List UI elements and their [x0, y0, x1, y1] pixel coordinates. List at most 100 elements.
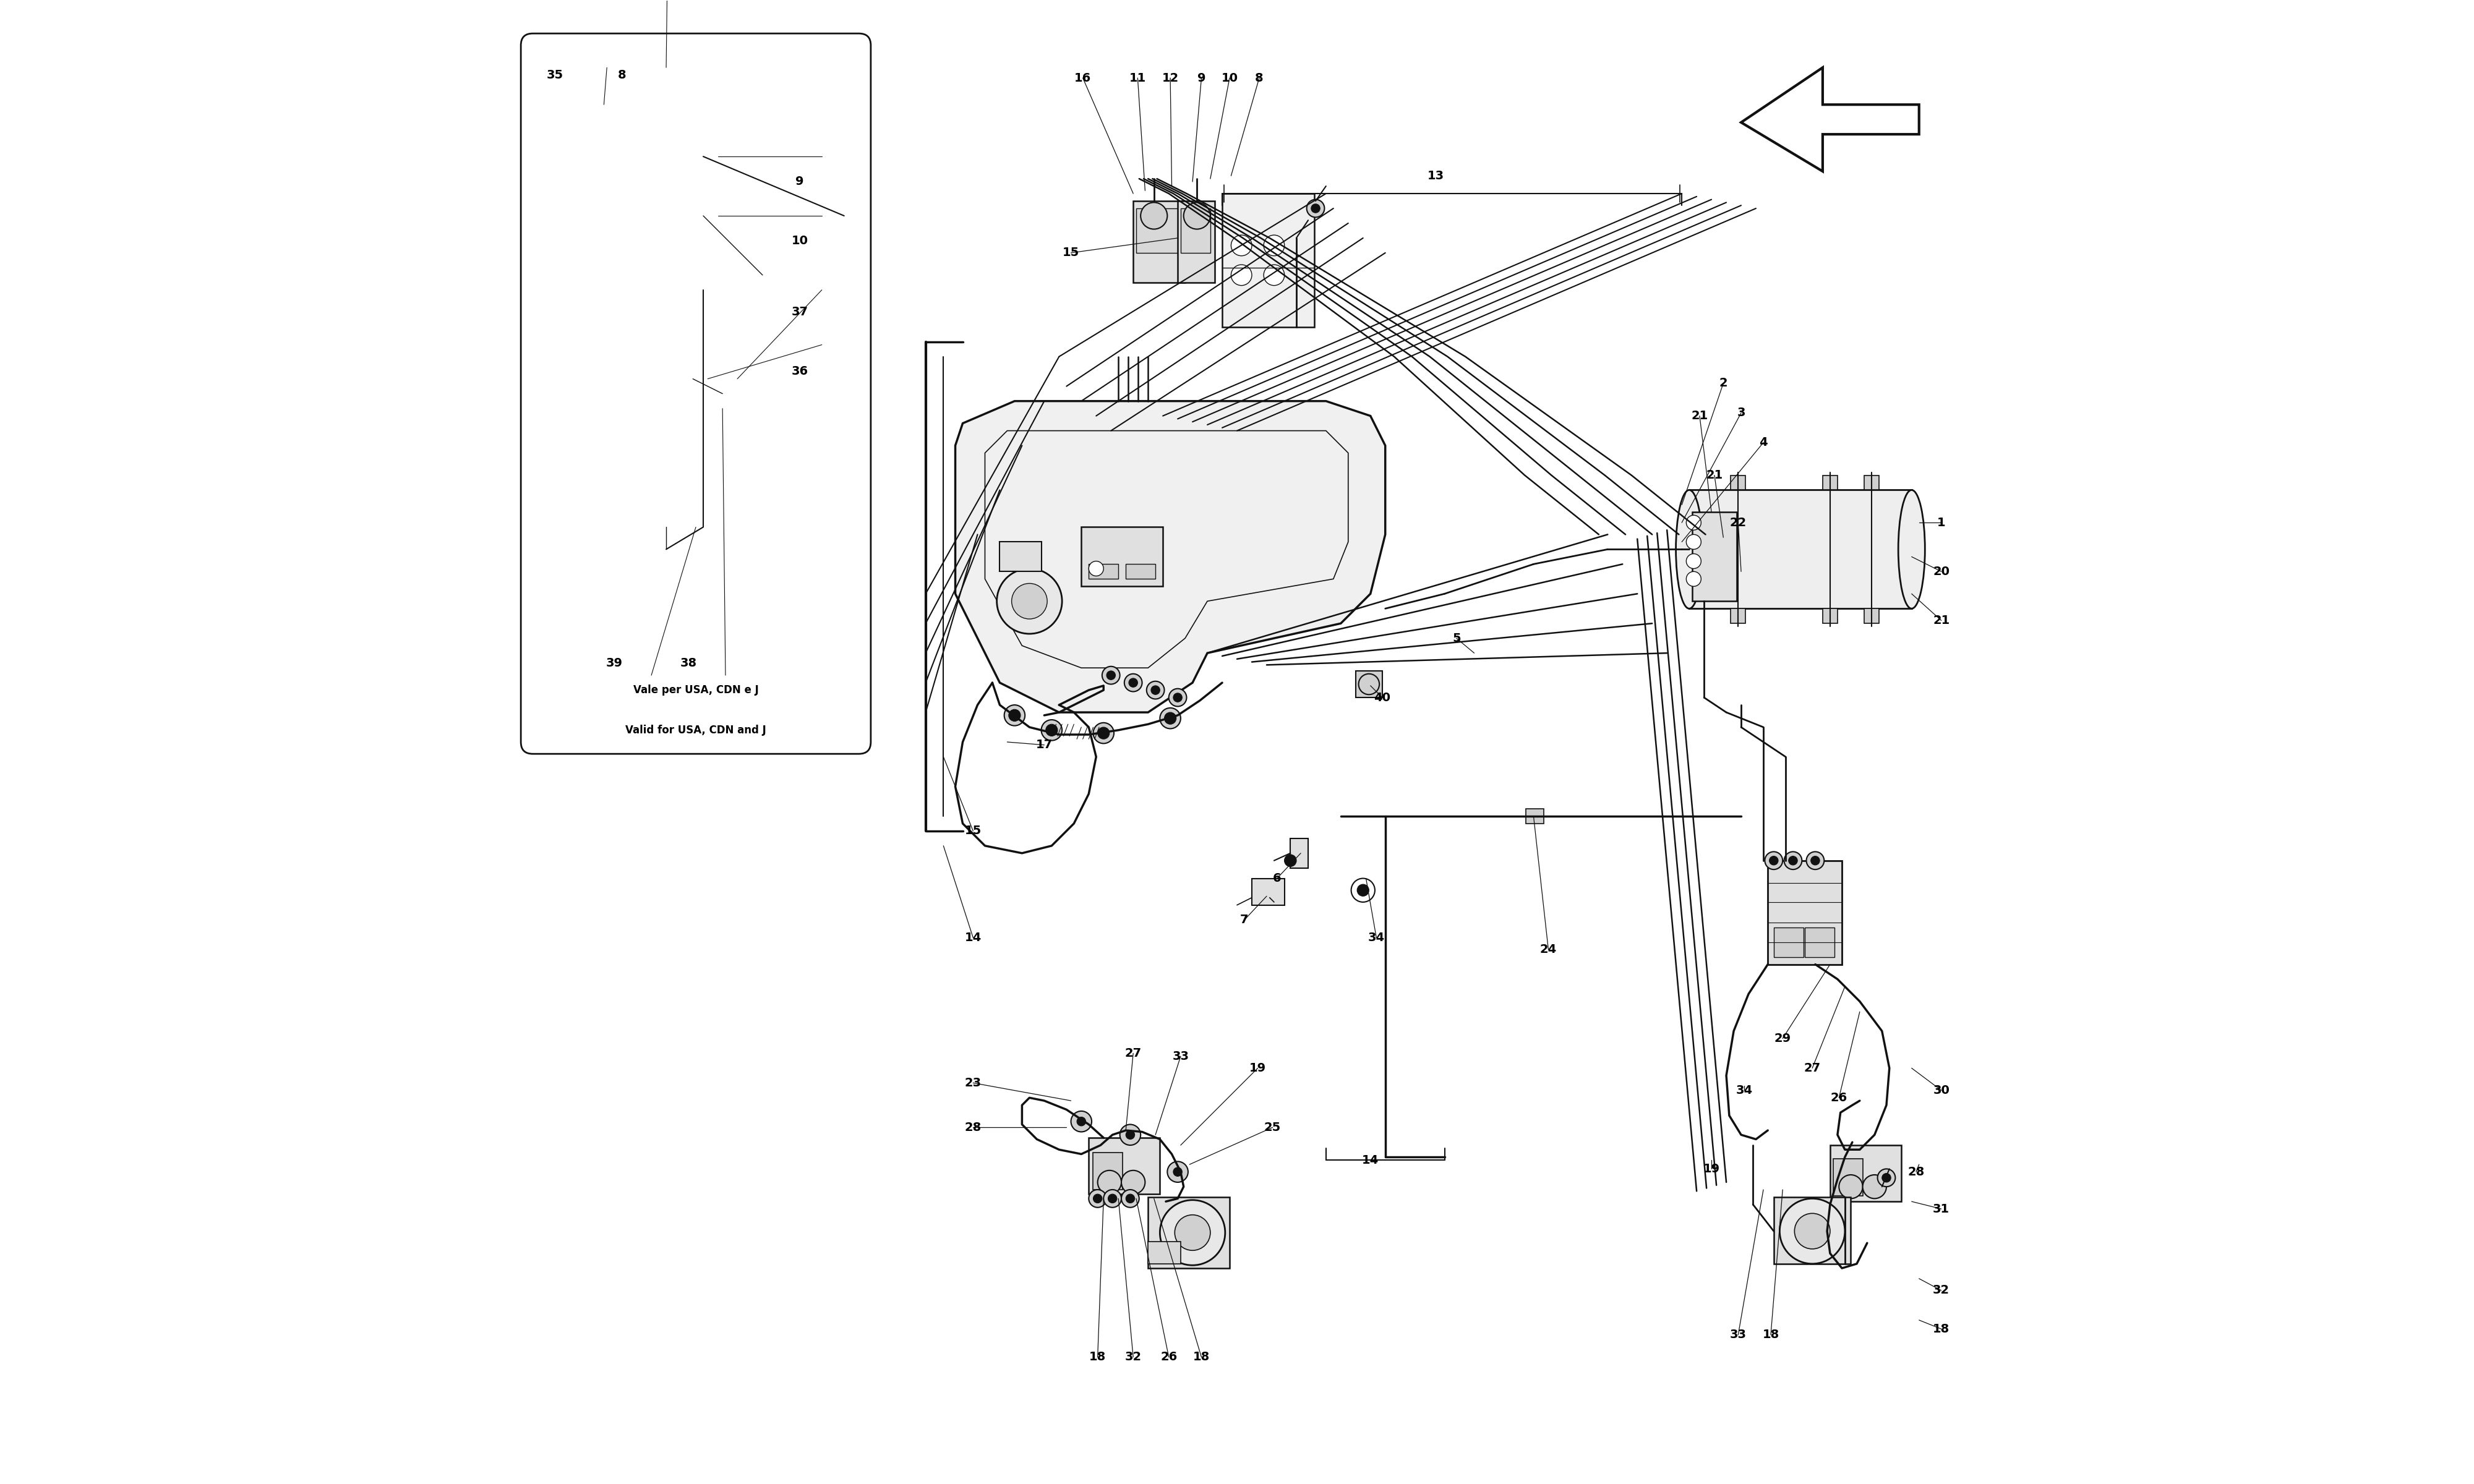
Text: 38: 38 [680, 657, 698, 669]
Circle shape [688, 141, 717, 171]
Circle shape [1284, 855, 1296, 867]
Text: 13: 13 [1427, 169, 1445, 181]
Bar [1690, 490, 1912, 608]
Ellipse shape [1898, 490, 1925, 608]
Text: 7: 7 [1239, 914, 1249, 926]
Text: 18: 18 [1192, 1352, 1210, 1362]
Text: 11: 11 [1128, 73, 1145, 83]
Bar [1526, 809, 1544, 824]
Circle shape [1141, 202, 1168, 229]
Text: 21: 21 [1932, 614, 1950, 626]
FancyBboxPatch shape [522, 34, 871, 754]
Bar [1865, 608, 1878, 623]
Bar [1133, 200, 1185, 282]
Circle shape [1175, 1215, 1210, 1251]
Circle shape [1695, 546, 1714, 567]
Circle shape [1883, 1174, 1890, 1183]
Circle shape [1173, 693, 1183, 702]
Circle shape [1004, 705, 1024, 726]
Bar [1865, 475, 1878, 490]
Circle shape [1145, 681, 1165, 699]
Circle shape [1089, 561, 1103, 576]
Circle shape [1838, 1175, 1863, 1199]
Circle shape [1150, 686, 1160, 695]
Text: 25: 25 [1264, 1122, 1282, 1134]
Bar [1692, 512, 1737, 601]
Circle shape [1764, 852, 1784, 870]
Text: 16: 16 [1074, 73, 1091, 83]
Text: 31: 31 [1932, 1204, 1950, 1215]
Text: 5: 5 [1452, 632, 1460, 644]
Circle shape [1094, 1195, 1101, 1204]
Text: 26: 26 [1831, 1092, 1848, 1104]
Circle shape [1101, 666, 1121, 684]
Bar [1126, 564, 1155, 579]
Text: 35: 35 [547, 70, 564, 80]
Text: 18: 18 [1932, 1324, 1950, 1336]
Circle shape [1700, 574, 1710, 583]
Circle shape [1160, 708, 1180, 729]
Polygon shape [1742, 68, 1920, 171]
Text: 33: 33 [1729, 1330, 1747, 1340]
Bar [1252, 879, 1284, 905]
Circle shape [1863, 1175, 1885, 1199]
Text: 24: 24 [1539, 944, 1556, 956]
Bar [1094, 1153, 1123, 1190]
Text: 18: 18 [1089, 1352, 1106, 1362]
Text: 34: 34 [1737, 1085, 1752, 1097]
Circle shape [1165, 712, 1175, 724]
Circle shape [698, 283, 710, 295]
Circle shape [1173, 1168, 1183, 1177]
Text: 20: 20 [1932, 565, 1950, 577]
Text: 32: 32 [1932, 1285, 1950, 1297]
Polygon shape [606, 104, 688, 549]
Circle shape [1098, 727, 1108, 739]
Circle shape [1009, 709, 1022, 721]
Circle shape [1232, 264, 1252, 285]
Circle shape [564, 286, 584, 307]
Circle shape [1695, 524, 1714, 545]
Text: 33: 33 [1173, 1051, 1190, 1063]
Bar [1806, 927, 1836, 957]
Circle shape [1076, 1117, 1086, 1126]
Bar [1148, 1198, 1230, 1269]
Circle shape [1128, 678, 1138, 687]
Circle shape [1047, 724, 1056, 736]
Circle shape [688, 200, 717, 230]
Text: 2: 2 [1719, 377, 1727, 389]
Circle shape [564, 435, 584, 456]
Circle shape [1071, 1112, 1091, 1132]
Text: 34: 34 [1368, 932, 1385, 944]
Circle shape [688, 275, 717, 304]
Circle shape [1126, 1131, 1136, 1140]
Text: 21: 21 [1692, 410, 1707, 421]
Circle shape [1106, 671, 1116, 680]
Circle shape [1098, 1171, 1121, 1195]
Text: 30: 30 [1932, 1085, 1950, 1097]
Circle shape [698, 150, 710, 162]
Circle shape [1123, 674, 1143, 692]
Circle shape [1042, 720, 1061, 741]
Circle shape [1168, 689, 1188, 706]
Text: 9: 9 [797, 175, 804, 187]
Ellipse shape [1675, 490, 1702, 608]
Circle shape [1784, 852, 1801, 870]
Circle shape [1779, 1199, 1846, 1264]
Bar [1291, 838, 1309, 868]
Bar [1774, 927, 1804, 957]
Text: 8: 8 [1254, 73, 1264, 83]
Text: 23: 23 [965, 1077, 982, 1089]
Text: 6: 6 [1272, 873, 1282, 884]
Circle shape [1687, 515, 1702, 530]
Circle shape [1794, 1214, 1831, 1250]
Bar [1774, 1198, 1851, 1264]
Text: 26: 26 [1160, 1352, 1178, 1362]
Bar [1089, 1138, 1160, 1195]
Circle shape [1687, 571, 1702, 586]
Text: 27: 27 [1126, 1048, 1141, 1060]
Text: 4: 4 [1759, 436, 1766, 448]
Text: 10: 10 [792, 234, 809, 246]
Bar [1178, 200, 1215, 282]
Text: 27: 27 [1804, 1063, 1821, 1074]
Circle shape [1108, 1195, 1116, 1204]
